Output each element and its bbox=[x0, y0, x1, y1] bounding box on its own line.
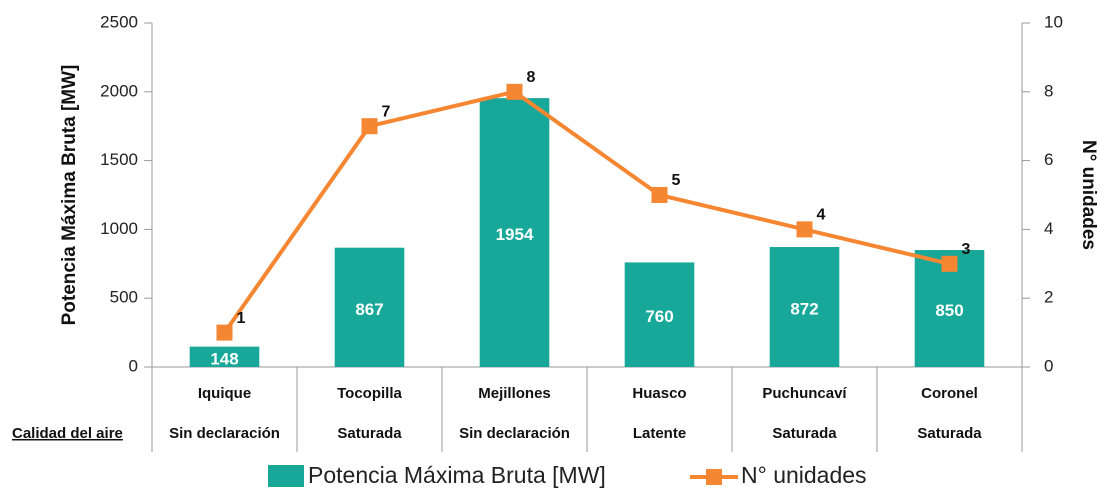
bar bbox=[769, 247, 840, 367]
y2-tick-label: 6 bbox=[1044, 150, 1053, 169]
air-quality-label: Latente bbox=[633, 425, 686, 442]
line-value-label: 8 bbox=[527, 69, 536, 86]
line-marker bbox=[941, 255, 958, 272]
line-value-label: 4 bbox=[817, 207, 826, 224]
legend-label: N° unidades bbox=[741, 462, 867, 488]
air-quality-label: Sin declaración bbox=[459, 425, 570, 442]
line-value-label: 1 bbox=[237, 310, 246, 327]
bar-value-label: 148 bbox=[210, 349, 238, 368]
bar bbox=[624, 262, 695, 367]
legend-swatch bbox=[268, 465, 304, 487]
x-tick-label: Tocopilla bbox=[337, 385, 402, 402]
y2-tick-label: 0 bbox=[1044, 356, 1053, 375]
bar bbox=[189, 346, 260, 367]
line bbox=[222, 89, 950, 334]
y2-tick-label: 8 bbox=[1044, 81, 1053, 100]
y2-tick-label: 4 bbox=[1044, 219, 1053, 238]
line-marker bbox=[796, 221, 813, 238]
x-tick-label: Mejillones bbox=[478, 385, 551, 402]
air-quality-label: Sin declaración bbox=[169, 425, 280, 442]
air-quality-label: Saturada bbox=[337, 425, 402, 442]
x-tick-label: Puchuncaví bbox=[762, 385, 847, 402]
bar bbox=[479, 98, 550, 367]
row-label: Calidad del aire bbox=[12, 425, 123, 442]
bar-value-label: 1954 bbox=[496, 225, 534, 244]
x-tick-label: Coronel bbox=[921, 385, 978, 402]
line-marker bbox=[506, 83, 523, 100]
y-axis-title: Potencia Máxima Bruta [MW] bbox=[59, 65, 80, 326]
x-tick-label: Huasco bbox=[632, 385, 686, 402]
line-marker bbox=[361, 118, 378, 135]
y-tick-label: 0 bbox=[129, 356, 138, 375]
y-tick-label: 500 bbox=[110, 288, 138, 307]
air-quality-label: Saturada bbox=[772, 425, 837, 442]
y-tick-label: 1500 bbox=[100, 150, 138, 169]
air-quality-label: Saturada bbox=[917, 425, 982, 442]
legend-swatch bbox=[706, 469, 722, 485]
y2-axis-title: N° unidades bbox=[1078, 140, 1099, 250]
line-value-label: 5 bbox=[672, 172, 681, 189]
y2-tick-label: 2 bbox=[1044, 288, 1053, 307]
bar-value-label: 760 bbox=[645, 307, 673, 326]
line-marker bbox=[216, 324, 233, 341]
bar-value-label: 872 bbox=[790, 299, 818, 318]
y-tick-label: 2500 bbox=[100, 12, 138, 31]
line-marker bbox=[651, 187, 668, 203]
legend-label: Potencia Máxima Bruta [MW] bbox=[308, 462, 606, 488]
line-value-label: 3 bbox=[962, 241, 971, 258]
bar bbox=[334, 247, 405, 367]
line-value-label: 7 bbox=[382, 103, 391, 120]
y-tick-label: 1000 bbox=[100, 219, 138, 238]
bar-value-label: 850 bbox=[935, 301, 963, 320]
y2-tick-label: 10 bbox=[1044, 12, 1063, 31]
bar-value-label: 867 bbox=[355, 300, 383, 319]
x-tick-label: Iquique bbox=[198, 385, 251, 402]
y-tick-label: 2000 bbox=[100, 81, 138, 100]
